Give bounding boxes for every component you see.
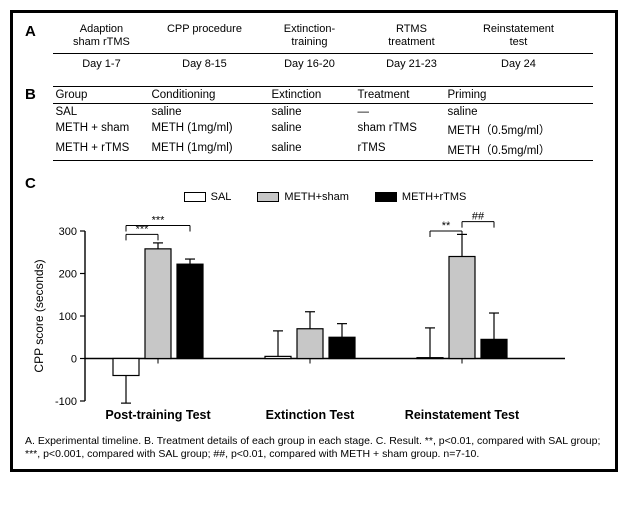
timeline-phase-label: RTMStreatment — [359, 23, 463, 49]
treatment-table: GroupConditioningExtinctionTreatmentPrim… — [53, 86, 593, 161]
bar — [297, 328, 323, 358]
legend: SAL METH+sham METH+rTMS — [65, 191, 585, 203]
timeline-phase-label: Extinction-training — [259, 23, 359, 49]
table-header: Conditioning — [149, 89, 269, 101]
panel-a: A Adaptionsham rTMSCPP procedureExtincti… — [25, 23, 603, 72]
svg-text:300: 300 — [59, 226, 77, 238]
table-cell: saline — [149, 106, 269, 118]
bar-chart: -100 0 100 200 300 CPP score (seconds) Post-tr… — [25, 207, 575, 429]
timeline-day-label: Day 24 — [463, 58, 573, 71]
legend-swatch — [375, 192, 397, 202]
bar — [481, 339, 507, 358]
panel-c: C SAL METH+sham METH+rTMS -100 0 100 200 300 CP… — [25, 171, 603, 429]
table-cell: METH + rTMS — [53, 142, 149, 158]
table-cell: METH（0.5mg/ml） — [445, 142, 593, 158]
svg-text:CPP score (seconds): CPP score (seconds) — [32, 259, 46, 372]
panel-c-label: C — [25, 175, 49, 192]
bar — [145, 248, 171, 358]
timeline-phase-label: Reinstatementtest — [463, 23, 573, 49]
panel-b-label: B — [25, 86, 49, 103]
table-cell: saline — [269, 122, 355, 138]
bar — [417, 357, 443, 358]
table-cell: METH（0.5mg/ml） — [445, 122, 593, 138]
svg-text:200: 200 — [59, 268, 77, 280]
table-cell: rTMS — [355, 142, 445, 158]
table-header: Priming — [445, 89, 593, 101]
svg-text:-100: -100 — [55, 396, 77, 408]
panel-b: B GroupConditioningExtinctionTreatmentPr… — [25, 86, 603, 161]
bar — [113, 358, 139, 375]
table-cell: saline — [269, 142, 355, 158]
svg-text:0: 0 — [71, 353, 77, 365]
table-cell: saline — [269, 106, 355, 118]
table-cell: SAL — [53, 106, 149, 118]
timeline-day-label: Day 8-15 — [149, 58, 259, 71]
x-group-label: Extinction Test — [266, 408, 356, 422]
legend-swatch — [184, 192, 206, 202]
table-cell: saline — [445, 106, 593, 118]
x-group-label: Post-training Test — [105, 408, 211, 422]
bar — [177, 264, 203, 358]
svg-text:100: 100 — [59, 311, 77, 323]
legend-item: SAL — [184, 191, 232, 203]
chart-wrap: SAL METH+sham METH+rTMS -100 0 100 200 300 CPP … — [25, 191, 585, 429]
table-header: Treatment — [355, 89, 445, 101]
table-cell: METH (1mg/ml) — [149, 122, 269, 138]
table-cell: — — [355, 106, 445, 118]
table-header: Extinction — [269, 89, 355, 101]
timeline-day-label: Day 1-7 — [53, 58, 149, 71]
bar — [265, 356, 291, 358]
bar — [449, 256, 475, 358]
legend-label: SAL — [211, 191, 232, 203]
timeline-axis — [53, 53, 593, 54]
table-row: METH + shamMETH (1mg/ml)salinesham rTMSM… — [53, 120, 593, 140]
legend-swatch — [257, 192, 279, 202]
table-row: SALsalinesaline—saline — [53, 104, 593, 120]
sig-marker: ** — [442, 220, 451, 232]
legend-item: METH+rTMS — [375, 191, 466, 203]
table-cell: METH + sham — [53, 122, 149, 138]
table-row: METH + rTMSMETH (1mg/ml)salinerTMSMETH（0… — [53, 140, 593, 160]
timeline-day-label: Day 16-20 — [259, 58, 359, 71]
legend-label: METH+rTMS — [402, 191, 466, 203]
bar — [329, 337, 355, 358]
sig-marker: *** — [152, 214, 166, 226]
timeline-phase-label: Adaptionsham rTMS — [53, 23, 149, 49]
sig-marker: ## — [472, 210, 485, 222]
timeline-phase-label: CPP procedure — [149, 23, 259, 49]
timeline-day-label: Day 21-23 — [359, 58, 463, 71]
figure-caption: A. Experimental timeline. B. Treatment d… — [25, 435, 603, 461]
table-cell: sham rTMS — [355, 122, 445, 138]
figure-frame: A Adaptionsham rTMSCPP procedureExtincti… — [10, 10, 618, 472]
timeline: Adaptionsham rTMSCPP procedureExtinction… — [53, 23, 593, 72]
table-header: Group — [53, 89, 149, 101]
panel-a-label: A — [25, 23, 49, 40]
legend-label: METH+sham — [284, 191, 349, 203]
x-group-label: Reinstatement Test — [405, 408, 520, 422]
legend-item: METH+sham — [257, 191, 349, 203]
table-cell: METH (1mg/ml) — [149, 142, 269, 158]
